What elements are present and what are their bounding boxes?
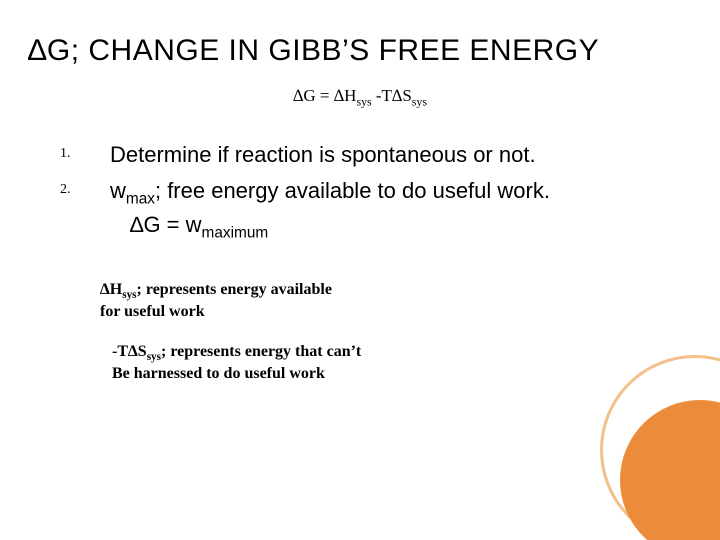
gibbs-equation: ∆G = ∆Hsys -T∆Ssys (0, 86, 720, 109)
list-item-number: 1. (60, 140, 110, 162)
list-item: 1. Determine if reaction is spontaneous … (60, 140, 660, 170)
list-item-body: wmax; free energy available to do useful… (110, 176, 550, 244)
numbered-list: 1. Determine if reaction is spontaneous … (60, 140, 660, 250)
slide-title: ∆G; CHANGE IN GIBB’S FREE ENERGY (28, 34, 599, 68)
slide: ∆G; CHANGE IN GIBB’S FREE ENERGY ∆G = ∆H… (0, 0, 720, 540)
list-item-body: Determine if reaction is spontaneous or … (110, 140, 536, 170)
note-entropy: -T∆Ssys; represents energy that can’tBe … (112, 342, 452, 384)
list-item: 2. wmax; free energy available to do use… (60, 176, 660, 244)
note-enthalpy: ∆Hsys; represents energy availablefor us… (100, 280, 430, 322)
list-item-number: 2. (60, 176, 110, 198)
